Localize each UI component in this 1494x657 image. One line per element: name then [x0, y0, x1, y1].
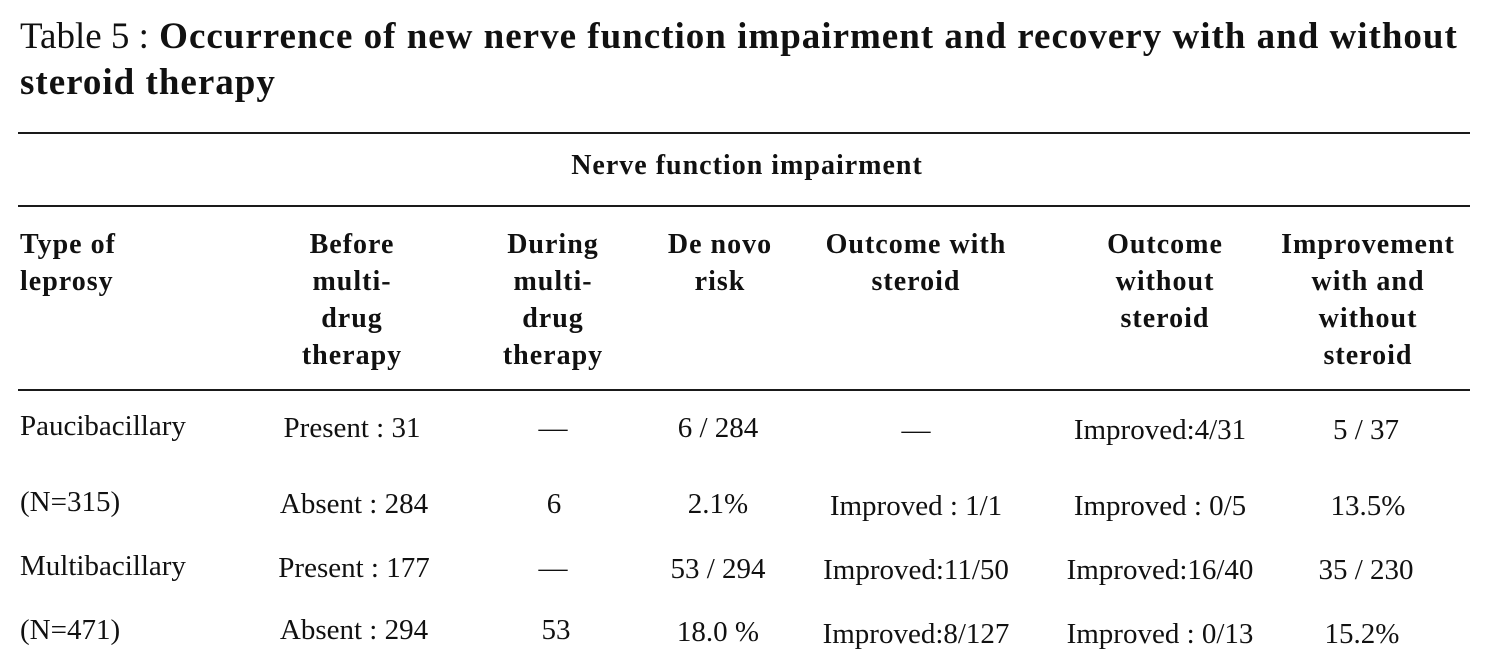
- row-1-with-steroid: —: [901, 414, 931, 446]
- row-2-before: Absent : 284: [279, 488, 429, 520]
- row-3-during: —: [538, 552, 568, 584]
- row-1-type: Paucibacillary: [20, 410, 186, 442]
- header-rule: [18, 205, 1470, 207]
- group-header: Nerve function impairment: [571, 150, 923, 181]
- row-3-type: Multibacillary: [20, 550, 186, 582]
- table-title: Table 5 : Occurrence of new nerve functi…: [20, 14, 1480, 106]
- row-2-during: 6: [546, 488, 562, 520]
- row-4-with-steroid: Improved:8/127: [822, 618, 1010, 650]
- row-2-without-steroid: Improved : 0/5: [1073, 490, 1247, 522]
- row-2-risk: 2.1%: [687, 488, 749, 520]
- row-1-without-steroid: Improved:4/31: [1073, 414, 1247, 446]
- header-outcome-with-steroid: Outcome with steroid: [825, 229, 1007, 297]
- header-outcome-without-steroid: Outcome without steroid: [1107, 229, 1223, 334]
- row-3-before: Present : 177: [278, 552, 430, 584]
- header-de-novo-risk: De novo risk: [667, 229, 773, 297]
- row-2-type: (N=315): [20, 486, 121, 518]
- row-4-before: Absent : 294: [279, 614, 429, 646]
- row-4-during: 53: [541, 614, 571, 646]
- header-before-mdt: Before multi- drug therapy: [301, 229, 403, 371]
- row-3-improvement: 35 / 230: [1318, 554, 1414, 586]
- row-1-risk: 6 / 284: [677, 412, 759, 444]
- row-3-with-steroid: Improved:11/50: [823, 554, 1009, 586]
- row-1-during: —: [538, 412, 568, 444]
- row-4-without-steroid: Improved : 0/13: [1066, 618, 1254, 650]
- header-improvement: Improvement with and without steroid: [1281, 229, 1455, 371]
- row-4-improvement: 15.2%: [1324, 618, 1400, 650]
- row-3-without-steroid: Improved:16/40: [1066, 554, 1254, 586]
- body-rule: [18, 389, 1470, 391]
- table-caption: Occurrence of new nerve function impairm…: [20, 16, 1458, 103]
- row-4-type: (N=471): [20, 614, 121, 646]
- row-1-improvement: 5 / 37: [1332, 414, 1400, 446]
- header-during-mdt: During multi- drug therapy: [502, 229, 604, 371]
- row-3-risk: 53 / 294: [670, 553, 766, 585]
- table-number: Table 5 :: [20, 16, 149, 57]
- row-1-before: Present : 31: [283, 412, 421, 444]
- row-2-with-steroid: Improved : 1/1: [829, 490, 1003, 522]
- row-4-risk: 18.0 %: [676, 616, 760, 648]
- top-rule: [18, 132, 1470, 134]
- header-type-of-leprosy: Type of leprosy: [20, 229, 116, 297]
- row-2-improvement: 13.5%: [1330, 490, 1406, 522]
